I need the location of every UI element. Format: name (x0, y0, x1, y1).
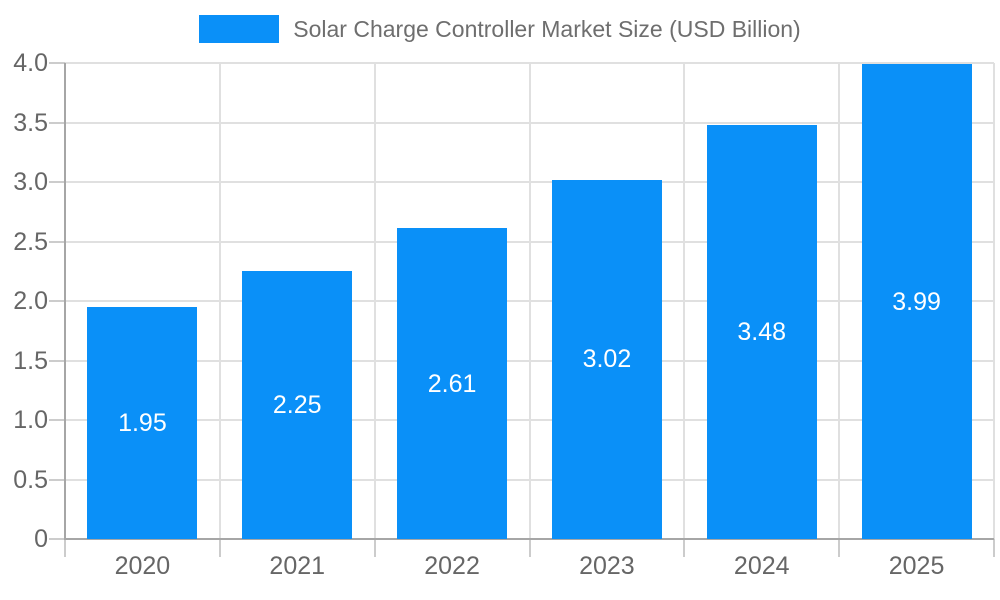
y-tick-label: 0 (34, 525, 48, 553)
y-axis-tick (49, 478, 65, 481)
y-tick-label: 1.0 (13, 406, 48, 434)
x-axis-tick (683, 539, 686, 557)
v-gridline (683, 63, 686, 539)
y-axis-tick (49, 300, 65, 302)
y-axis-tick (49, 240, 65, 243)
y-axis-tick (49, 62, 65, 64)
y-axis-tick (49, 181, 65, 183)
x-tick-label: 2023 (579, 552, 635, 580)
bar[interactable] (397, 228, 508, 539)
bar[interactable] (706, 124, 817, 539)
bar-value-label: 3.02 (582, 345, 632, 374)
y-tick-label: 2.0 (13, 287, 48, 315)
legend-swatch[interactable] (199, 15, 280, 43)
bar-value-label: 3.48 (737, 317, 787, 346)
y-axis-tick (49, 419, 65, 421)
x-tick-label: 2024 (733, 552, 790, 580)
y-tick-label: 1.5 (13, 346, 48, 375)
y-tick-label: 3.5 (13, 108, 48, 137)
y-axis-tick (49, 121, 65, 124)
x-axis-tick (64, 539, 66, 557)
y-tick-label: 0.5 (13, 465, 48, 494)
x-axis-line (65, 538, 994, 540)
x-tick-label: 2020 (114, 552, 171, 580)
bar[interactable] (551, 179, 662, 539)
legend[interactable]: Solar Charge Controller Market Size (USD… (0, 15, 1000, 43)
bar[interactable] (87, 306, 198, 539)
bar-value-label: 3.99 (892, 287, 941, 316)
y-tick-label: 3.0 (13, 168, 48, 196)
x-tick-label: 2021 (269, 552, 326, 580)
y-tick-label: 2.5 (13, 227, 48, 256)
y-axis-tick (49, 538, 65, 540)
legend-title: Solar Charge Controller Market Size (USD… (293, 16, 801, 42)
x-tick-label: 2022 (424, 552, 480, 580)
x-axis-tick (993, 539, 995, 557)
bar-value-label: 2.25 (272, 391, 322, 420)
bar[interactable] (242, 271, 353, 539)
bar-value-label: 1.95 (118, 408, 167, 437)
x-axis-tick (528, 539, 531, 557)
v-gridline (373, 63, 376, 539)
x-axis-tick (218, 539, 221, 557)
v-gridline (528, 63, 531, 539)
y-axis-tick (49, 359, 65, 362)
y-tick-label: 4.0 (13, 49, 48, 77)
v-gridline (218, 63, 221, 539)
v-gridline (993, 63, 995, 539)
bar[interactable] (861, 64, 972, 539)
bar-value-label: 2.61 (427, 369, 477, 398)
x-axis-tick (838, 539, 841, 557)
x-tick-label: 2025 (888, 552, 945, 580)
x-axis-tick (373, 539, 376, 557)
v-gridline (838, 63, 841, 539)
y-axis-line (64, 63, 66, 540)
